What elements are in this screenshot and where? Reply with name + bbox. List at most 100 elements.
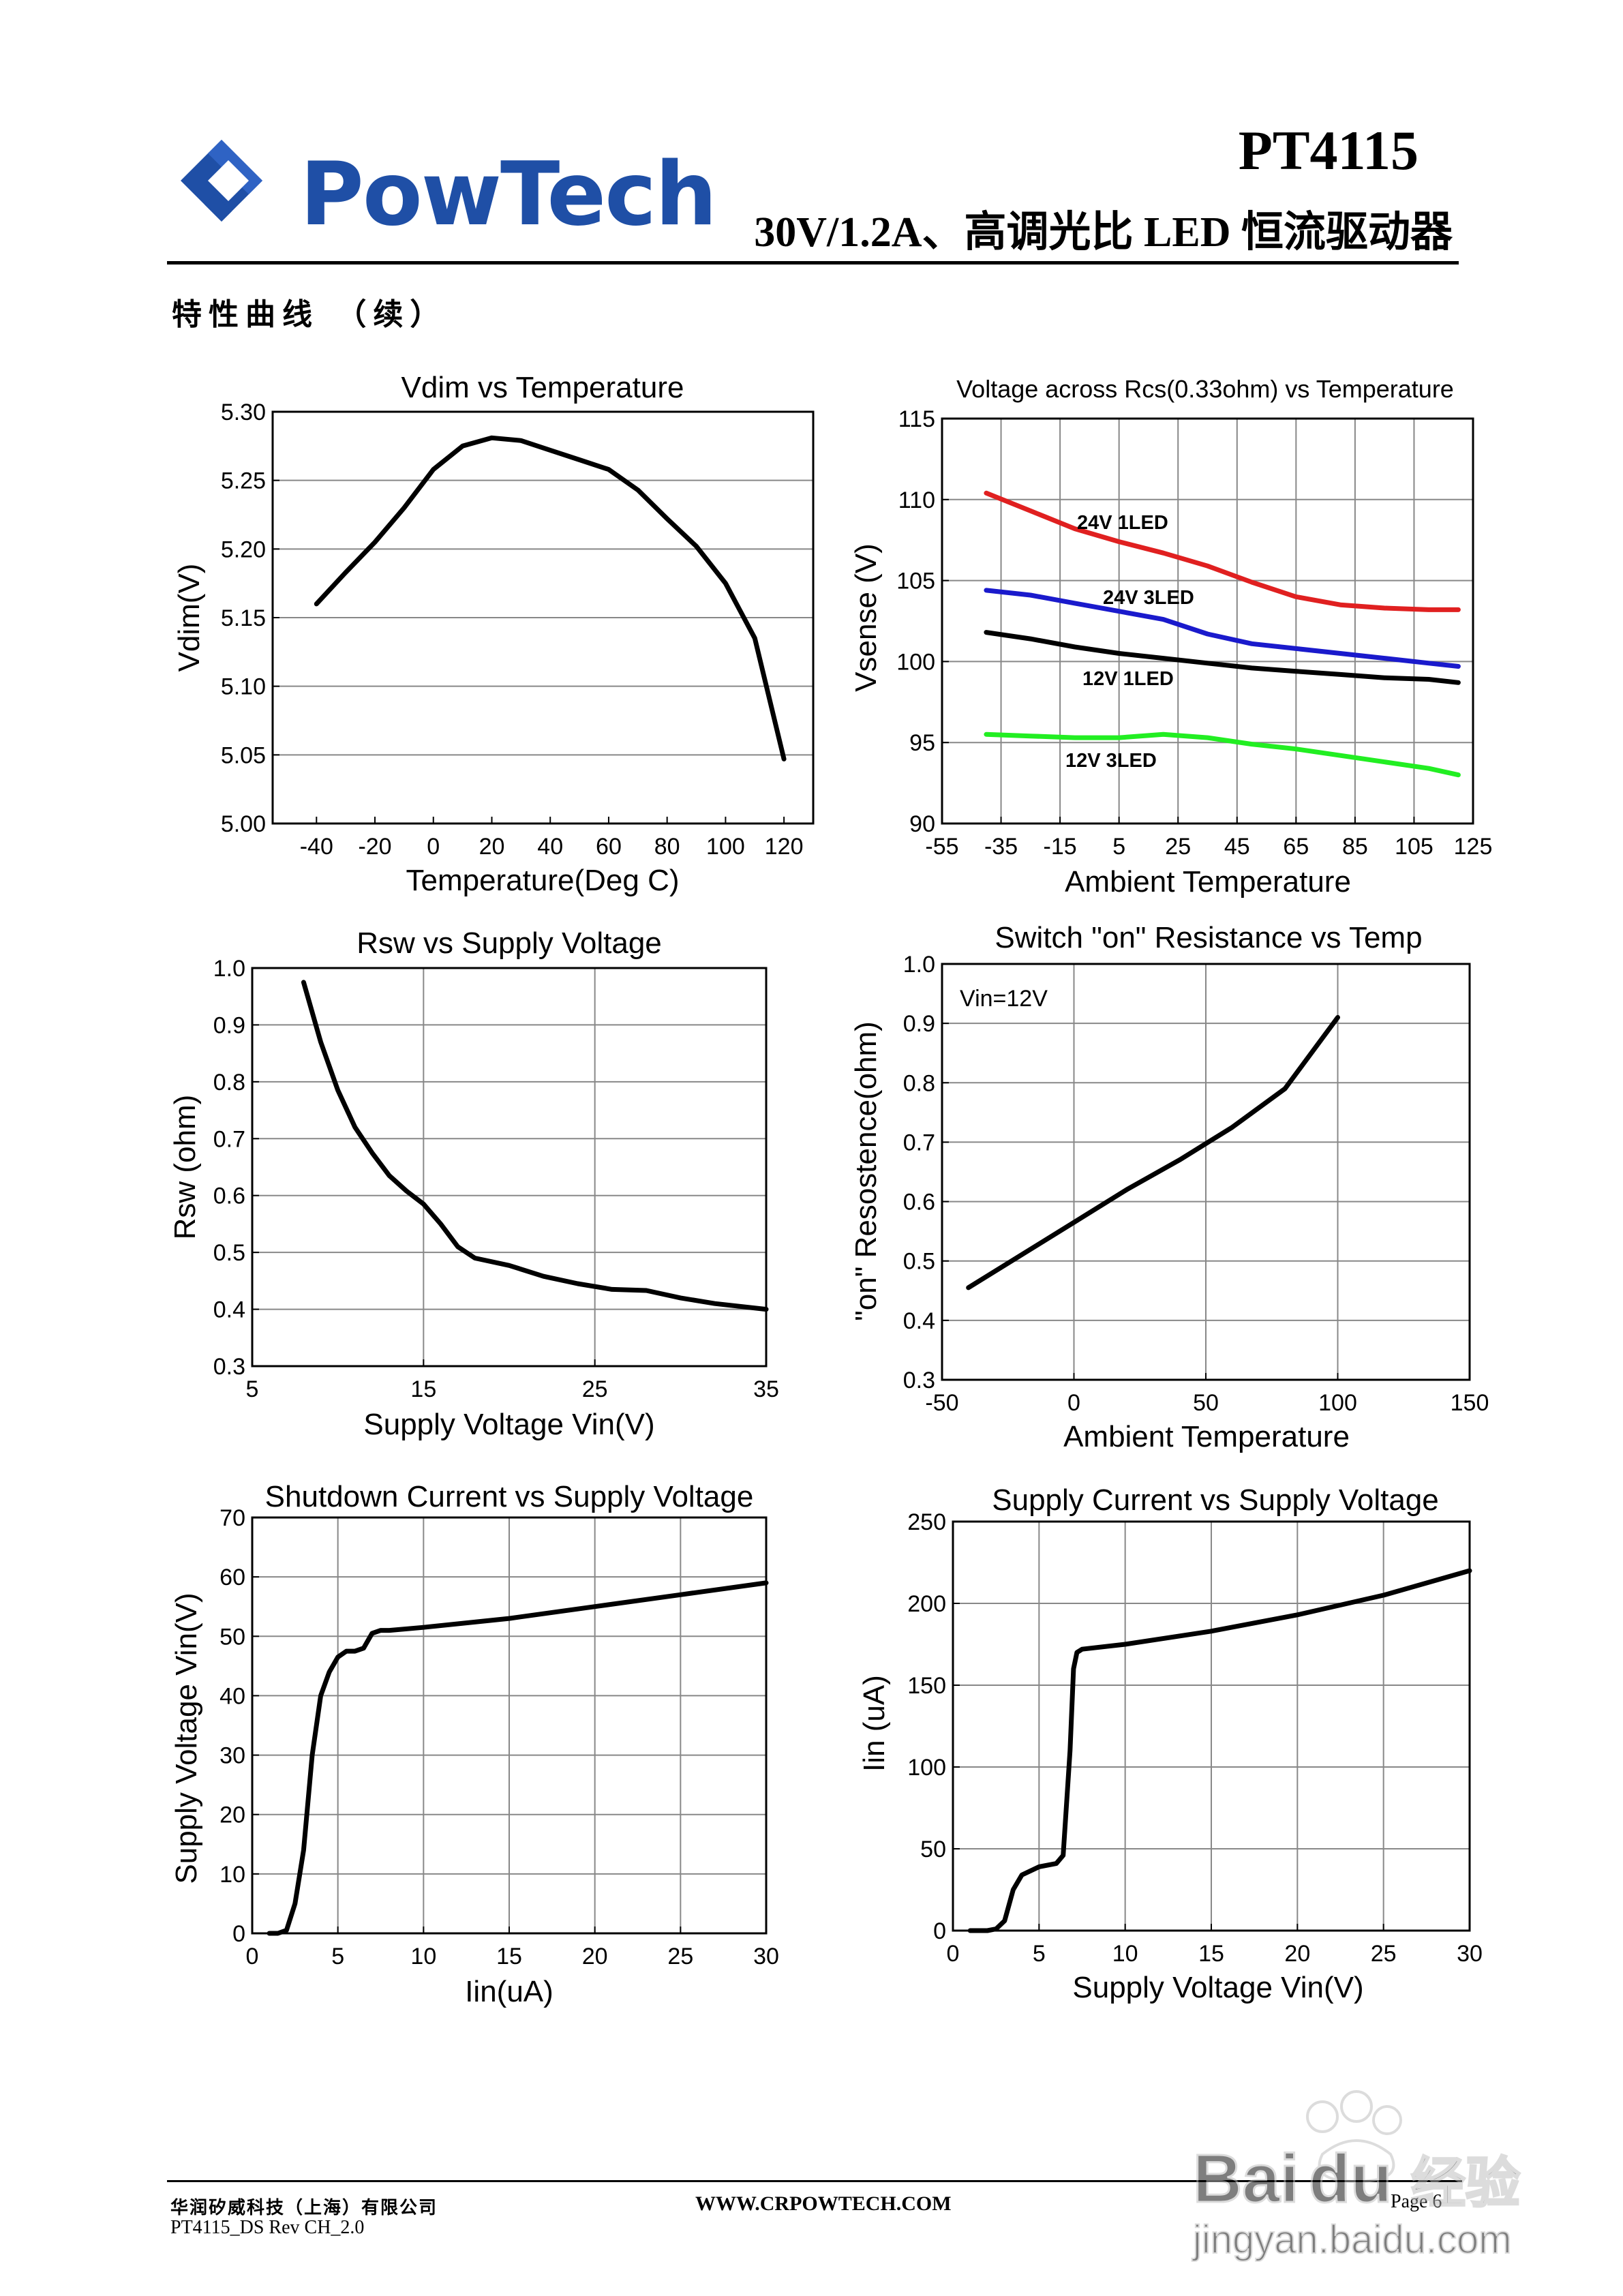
document-subtitle: 30V/1.2A、高调光比 LED 恒流驱动器 xyxy=(754,209,1453,256)
y-tick-label: 0.4 xyxy=(213,1297,245,1323)
x-axis-label: Ambient Temperature xyxy=(1063,1420,1350,1453)
y-tick-label: 0.4 xyxy=(903,1308,935,1334)
y-tick-label: 30 xyxy=(219,1743,245,1769)
x-tick-label: 30 xyxy=(753,1944,779,1969)
y-tick-label: 0.8 xyxy=(903,1070,935,1096)
series-label: 24V 3LED xyxy=(1103,587,1194,609)
x-tick-label: 35 xyxy=(753,1376,779,1402)
y-tick-label: 90 xyxy=(909,811,935,837)
x-tick-label: 5 xyxy=(1033,1941,1046,1967)
chart-title: Supply Current vs Supply Voltage xyxy=(992,1483,1439,1517)
x-tick-label: 0 xyxy=(947,1941,960,1967)
chart-title: Switch "on" Resistance vs Temp xyxy=(995,921,1422,954)
y-tick-label: 10 xyxy=(219,1862,245,1888)
y-tick-label: 5.20 xyxy=(221,537,266,562)
y-tick-label: 5.30 xyxy=(221,399,266,425)
svg-text:jingyan.baidu.com: jingyan.baidu.com xyxy=(1192,2218,1512,2262)
series-line xyxy=(984,490,1461,612)
x-tick-label: 100 xyxy=(1318,1390,1357,1416)
series-label: 12V 1LED xyxy=(1082,668,1174,690)
x-tick-label: 50 xyxy=(1193,1390,1219,1416)
chart-title: Shutdown Current vs Supply Voltage xyxy=(265,1480,754,1513)
footer-company: 华润矽威科技（上海）有限公司 xyxy=(170,2198,438,2218)
x-tick-label: 15 xyxy=(496,1944,522,1969)
svg-text:经验: 经验 xyxy=(1411,2153,1520,2214)
x-tick-label: 100 xyxy=(706,834,745,860)
y-tick-label: 0.9 xyxy=(213,1012,245,1038)
x-axis-label: Ambient Temperature xyxy=(1065,865,1351,898)
chart-title: Vdim vs Temperature xyxy=(401,371,684,404)
x-tick-label: -55 xyxy=(925,834,958,860)
x-tick-label: 150 xyxy=(1451,1390,1489,1416)
y-tick-label: 1.0 xyxy=(213,956,245,982)
x-tick-label: 45 xyxy=(1224,834,1250,860)
x-tick-label: 5 xyxy=(331,1944,344,1969)
x-tick-label: 20 xyxy=(479,834,505,860)
x-tick-label: 30 xyxy=(1457,1941,1483,1967)
series-line xyxy=(966,1014,1340,1290)
x-tick-label: 85 xyxy=(1342,834,1368,860)
x-tick-label: 0 xyxy=(1067,1390,1080,1416)
y-tick-label: 0 xyxy=(933,1918,946,1944)
y-tick-label: 5.00 xyxy=(221,811,266,837)
x-tick-label: -50 xyxy=(925,1390,958,1416)
y-tick-label: 50 xyxy=(920,1837,946,1862)
y-tick-label: 0.5 xyxy=(213,1240,245,1266)
series-line xyxy=(301,980,769,1312)
y-tick-label: 250 xyxy=(907,1509,946,1535)
footer-page-number: Page 6 xyxy=(1391,2191,1442,2212)
series-line xyxy=(984,731,1461,778)
series-line xyxy=(984,588,1461,669)
y-axis-label: Iin (uA) xyxy=(858,1675,891,1772)
y-tick-label: 0.5 xyxy=(903,1249,935,1275)
x-tick-label: 0 xyxy=(246,1944,259,1969)
y-tick-label: 5.10 xyxy=(221,674,266,700)
x-axis-label: Temperature(Deg C) xyxy=(406,864,679,897)
series-line xyxy=(314,435,787,761)
svg-text:du: du xyxy=(1309,2141,1392,2217)
x-tick-label: 25 xyxy=(667,1944,693,1969)
x-tick-label: 20 xyxy=(582,1944,608,1969)
y-tick-label: 5.25 xyxy=(221,468,266,494)
y-tick-label: 20 xyxy=(219,1802,245,1828)
svg-text:Bai: Bai xyxy=(1193,2141,1299,2217)
y-tick-label: 50 xyxy=(219,1624,245,1650)
y-axis-label: Rsw (ohm) xyxy=(168,1095,202,1240)
x-tick-label: 5 xyxy=(1112,834,1125,860)
x-tick-label: 120 xyxy=(765,834,804,860)
y-tick-label: 60 xyxy=(219,1565,245,1590)
x-tick-label: 25 xyxy=(1165,834,1191,860)
y-axis-label: Supply Voltage Vin(V) xyxy=(170,1592,203,1884)
footer-url[interactable]: WWW.CRPOWTECH.COM xyxy=(695,2192,952,2215)
y-tick-label: 0.6 xyxy=(903,1190,935,1215)
section-title: 特性曲线 （续） xyxy=(172,297,447,332)
plot-frame xyxy=(941,417,1474,825)
y-tick-label: 0.8 xyxy=(213,1070,245,1096)
x-tick-label: 15 xyxy=(1198,1941,1224,1967)
y-axis-label: Vdim(V) xyxy=(172,564,206,672)
series-line xyxy=(267,1580,769,1936)
x-tick-label: 10 xyxy=(1112,1941,1138,1967)
x-tick-label: -40 xyxy=(300,834,333,860)
y-tick-label: 5.05 xyxy=(221,742,266,768)
y-tick-label: 200 xyxy=(907,1591,946,1617)
y-tick-label: 100 xyxy=(896,649,935,675)
x-tick-label: 60 xyxy=(596,834,622,860)
y-tick-label: 0.7 xyxy=(903,1130,935,1155)
x-axis-label: Iin(uA) xyxy=(465,1975,553,2008)
x-tick-label: 125 xyxy=(1454,834,1493,860)
y-tick-label: 0.3 xyxy=(903,1368,935,1393)
chart-title: Rsw vs Supply Voltage xyxy=(357,926,662,960)
footer-doc-revision: PT4115_DS Rev CH_2.0 xyxy=(170,2217,365,2238)
x-tick-label: 65 xyxy=(1283,834,1309,860)
series-line xyxy=(967,1568,1472,1933)
footer-rule xyxy=(167,2180,1462,2182)
powtech-logo xyxy=(181,140,262,222)
x-tick-label: 10 xyxy=(410,1944,436,1969)
y-tick-label: 0.7 xyxy=(213,1126,245,1152)
y-tick-label: 0 xyxy=(232,1921,245,1947)
